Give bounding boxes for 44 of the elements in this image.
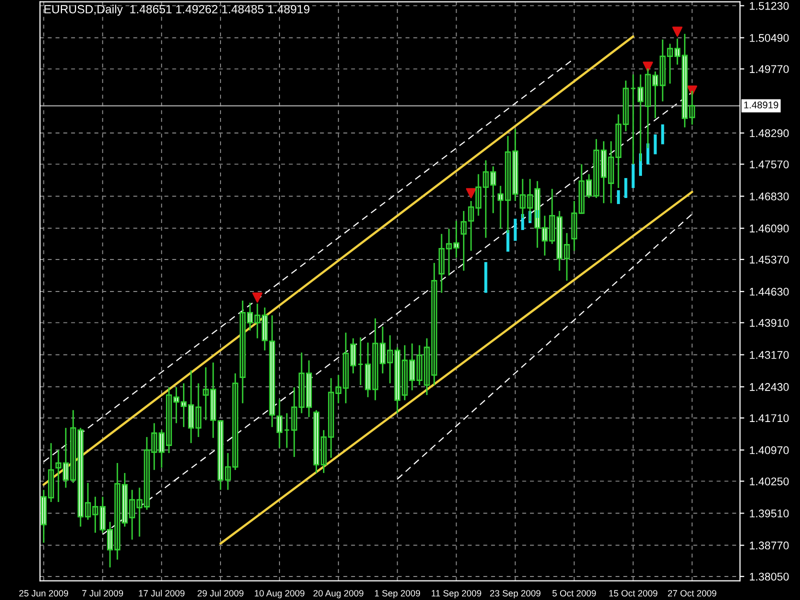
candlestick (358, 336, 364, 386)
point (252, 292, 262, 303)
y-tick-label: 1.40970 (750, 446, 789, 454)
y-tick-label: 1.39510 (750, 510, 789, 518)
y-tick-label: 1.49770 (750, 65, 789, 74)
y-tick-label: 1.46090 (750, 224, 789, 232)
chart-title: EURUSD,Daily 1.48651 1.49262 1.48485 1.48919 (44, 4, 310, 16)
bar (661, 124, 664, 144)
point (466, 188, 476, 198)
x-tick-label: 7 Jul 2009 (82, 590, 124, 596)
x-tick-label: 17 Jul 2009 (138, 590, 184, 596)
x-tick-label: 5 Oct 2009 (552, 590, 596, 596)
y-tick-label: 1.46830 (750, 192, 789, 200)
y-tick-label: 1.44630 (750, 288, 789, 296)
bar (506, 230, 510, 252)
x-tick-label: 11 Sep 2009 (432, 590, 482, 598)
point (642, 62, 653, 72)
ref-line-label: 1.48919 (744, 102, 778, 108)
x-tick-label: 20 Aug 2009 (314, 590, 364, 598)
y-tick-label: 1.42430 (750, 383, 789, 391)
bar (484, 262, 488, 293)
y-tick-label: 1.43910 (750, 318, 789, 327)
y-tick-label: 1.43170 (750, 351, 789, 359)
candlestick (284, 412, 290, 449)
x-tick-label: 27 Oct 2009 (668, 590, 716, 596)
y-tick-label: 1.45370 (750, 256, 789, 264)
x-tick-label: 25 Jun 2009 (19, 590, 68, 596)
x-tick-label: 23 Sep 2009 (490, 590, 540, 598)
y-tick-label: 1.51230 (750, 2, 789, 10)
y-tick-label: 1.48290 (750, 129, 789, 138)
y-tick-label: 1.50490 (750, 34, 789, 42)
y-tick-label: 1.40250 (750, 477, 789, 486)
y-tick-label: 1.41710 (750, 414, 789, 422)
y-tick-label: 1.38050 (750, 572, 789, 581)
bar (616, 190, 620, 204)
x-tick-label: 10 Aug 2009 (254, 590, 304, 598)
point (672, 26, 682, 37)
bar (632, 164, 635, 188)
x-tick-label: 29 Jul 2009 (198, 590, 244, 596)
x-tick-label: 15 Oct 2009 (609, 590, 658, 596)
y-tick-label: 1.47570 (750, 160, 789, 168)
y-tick-label: 1.38770 (750, 542, 789, 550)
x-tick-label: 1 Sep 2009 (374, 590, 420, 598)
bar (624, 178, 628, 198)
